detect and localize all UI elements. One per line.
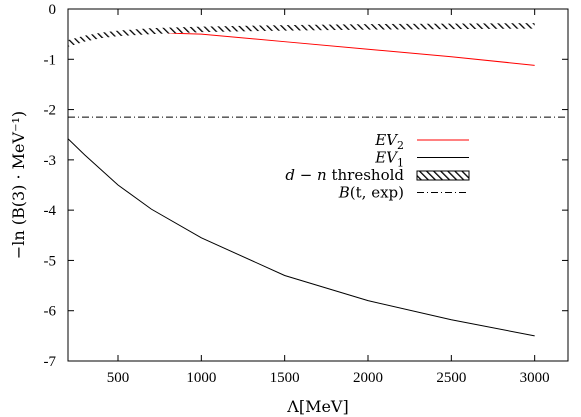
y-tick-label-4: -4 [44, 203, 57, 219]
tick-labels: 500 1000 1500 2000 2500 3000 0 -1 -2 -3 -4 -5 -6 -7 [44, 2, 550, 386]
legend-label-2-tail: threshold [327, 166, 405, 184]
legend-label-2: d − n threshold [285, 166, 404, 184]
legend-swatch-2 [416, 170, 470, 181]
y-tick-label-5: -5 [44, 253, 57, 269]
legend-label-3-tail: (t, exp) [350, 184, 404, 202]
y-tick-label-0: 0 [49, 2, 57, 18]
x-tick-label-0: 500 [107, 370, 130, 386]
legend-label-1-main: EV [374, 149, 399, 167]
y-tick-label-2: -2 [44, 103, 57, 119]
x-tick-label-1: 1000 [186, 370, 216, 386]
y-tick-label-3: -3 [44, 153, 57, 169]
plot-series [67, 23, 568, 337]
x-axis-label: Λ[MeV] [286, 397, 348, 416]
x-tick-label-3: 2000 [353, 370, 383, 386]
y-tick-label-6: -6 [44, 304, 57, 320]
legend-label-1: EV1 [374, 149, 404, 170]
tick-marks [68, 8, 568, 362]
series-1-line [67, 138, 535, 337]
legend-label-3-main: B [338, 184, 350, 202]
legend-label-0-main: EV [374, 131, 399, 149]
legend-label-0-subscript: 2 [397, 139, 404, 152]
x-tick-label-2: 1500 [270, 370, 300, 386]
series-0-line [167, 32, 535, 66]
legend-label-0: EV2 [374, 131, 404, 152]
legend-label-2-main: d − n [285, 166, 326, 184]
x-tick-label-5: 3000 [520, 370, 550, 386]
plot-frame [67, 8, 569, 362]
y-tick-label-1: -1 [44, 52, 57, 68]
series-2-band [68, 23, 535, 47]
legend-label-1-subscript: 1 [397, 157, 404, 170]
x-tick-label-4: 2500 [436, 370, 466, 386]
y-axis-label: −ln (B(3) · MeV⁻¹) [9, 111, 28, 259]
y-tick-label-7: -7 [44, 354, 57, 370]
legend-label-3: B(t, exp) [338, 184, 404, 202]
